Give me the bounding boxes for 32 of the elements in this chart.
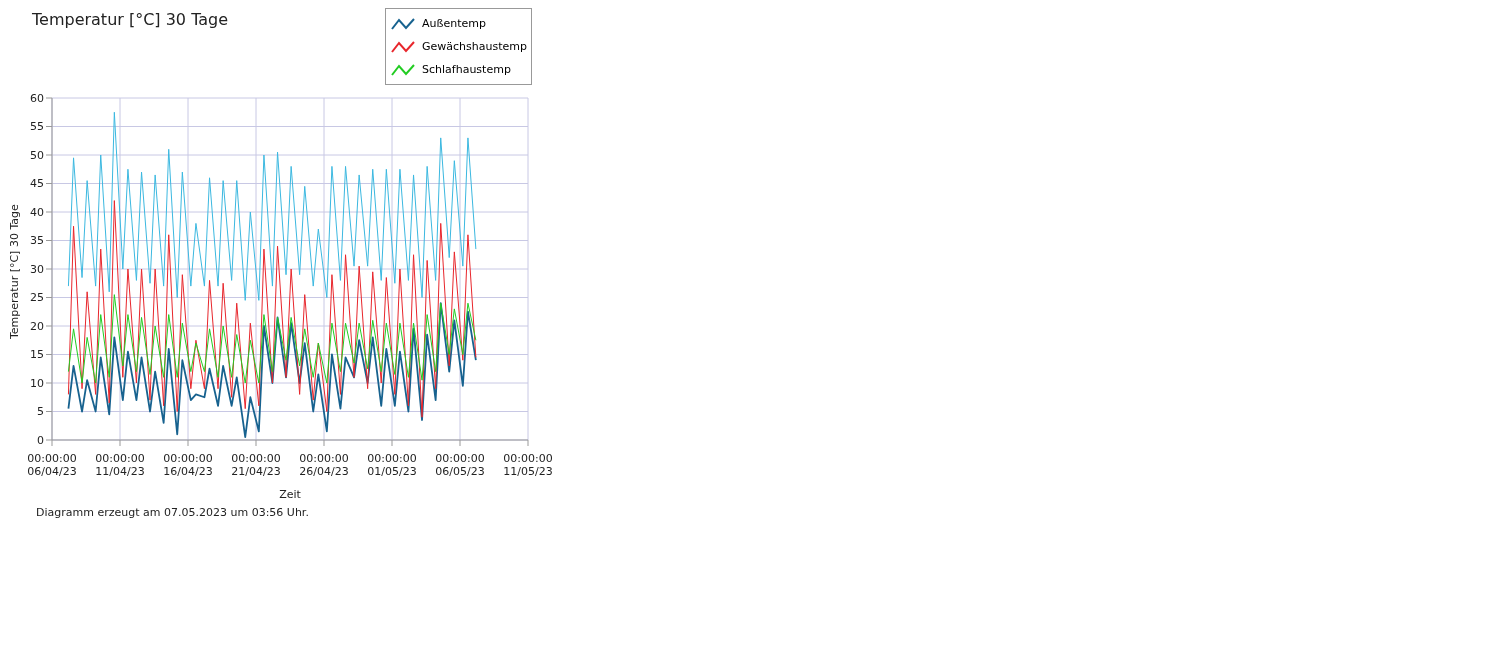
line-series [67,294,477,384]
x-tick-label: 00:00:00 11/04/23 [95,451,145,479]
chart-title: Temperatur [°C] 30 Tage [32,10,229,29]
y-tick-label: 45 [30,177,44,191]
x-axis-title: Zeit [279,488,302,501]
x-tick-label: 00:00:00 06/04/23 [27,451,77,479]
y-tick-label: 35 [30,234,44,248]
legend-label: Gewächshaustemp [422,40,527,53]
x-tick-label: 00:00:00 06/05/23 [435,451,485,479]
text: Diagramm erzeugt am 07.05.2023 um 03:56 Uhr. [36,506,309,519]
y-tick-label: 20 [30,319,44,333]
y-axis-title: Temperatur [°C] 30 Tage [7,203,21,340]
y-tick-label: 40 [30,205,44,219]
y-tick-label: 25 [30,291,44,305]
x-tick-label: 00:00:00 16/04/23 [163,451,213,479]
y-tick-label: 5 [37,405,44,419]
x-tick-label: 00:00:00 21/04/23 [231,451,281,479]
y-tick-label: 50 [30,148,44,162]
legend-label: Außentemp [422,17,486,30]
y-tick-label: 60 [30,91,44,105]
y-tick-label: 55 [30,120,44,134]
legend-label: Schlafhaustemp [422,63,511,76]
line-series [67,302,477,439]
line-series [67,200,477,418]
y-tick-label: 15 [30,348,44,362]
y-tick-label: 0 [37,433,44,447]
y-tick-label: 10 [30,376,44,390]
x-tick-label: 00:00:00 01/05/23 [367,451,417,479]
x-tick-label: 00:00:00 11/05/23 [503,451,553,479]
y-tick-label: 30 [30,262,44,276]
x-tick-label: 00:00:00 26/04/23 [299,451,349,479]
line-series [67,111,477,301]
